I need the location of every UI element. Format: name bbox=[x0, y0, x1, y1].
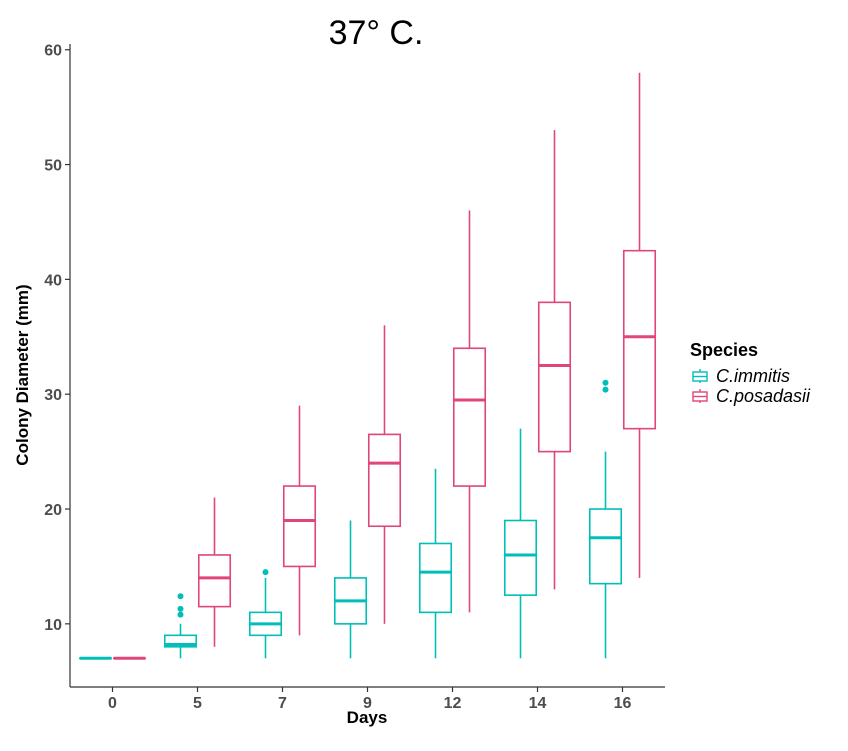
box-iqr bbox=[197, 554, 232, 608]
box-iqr bbox=[367, 433, 402, 528]
axes bbox=[69, 44, 665, 688]
chart-title: 37° C. bbox=[329, 14, 424, 52]
box-cposadasii-day-5 bbox=[197, 497, 232, 647]
legend-item: C.posadasii bbox=[692, 386, 811, 406]
box-cposadasii-day-12 bbox=[452, 210, 487, 613]
y-tick-label: 50 bbox=[44, 158, 62, 175]
y-tick-label: 10 bbox=[44, 617, 62, 634]
x-tick-label: 7 bbox=[278, 695, 287, 712]
y-axis-title: Colony Diameter (mm) bbox=[13, 284, 32, 465]
box-iqr bbox=[622, 249, 657, 430]
legend-title: Species bbox=[690, 340, 758, 360]
x-tick-label: 5 bbox=[193, 695, 202, 712]
x-tick-label: 14 bbox=[529, 695, 547, 712]
outlier-point bbox=[602, 386, 609, 393]
outlier-point bbox=[602, 379, 609, 386]
box-cimmitis-day-7 bbox=[248, 569, 283, 659]
box-cimmitis-day-16 bbox=[588, 379, 623, 659]
y-tick-label: 30 bbox=[44, 387, 62, 404]
box-iqr bbox=[452, 347, 487, 487]
x-tick-label: 12 bbox=[444, 695, 462, 712]
legend-label: C.immitis bbox=[716, 366, 790, 386]
x-axis-title: Days bbox=[347, 708, 388, 727]
box-iqr bbox=[537, 301, 572, 453]
box-cimmitis-day-9 bbox=[333, 520, 368, 659]
y-tick-label: 40 bbox=[44, 272, 62, 289]
x-ticks: 0 5 7 9 12 14 16 bbox=[108, 687, 632, 712]
box-cposadasii-day-14 bbox=[537, 130, 572, 590]
box-iqr bbox=[282, 485, 317, 568]
outlier-point bbox=[177, 605, 184, 612]
outlier-point bbox=[262, 569, 269, 576]
box-cposadasii-day-7 bbox=[282, 405, 317, 636]
box-cposadasii-day-16 bbox=[622, 72, 657, 578]
boxes bbox=[78, 72, 657, 660]
y-ticks: 10 20 30 40 50 60 bbox=[44, 43, 70, 634]
outlier-point bbox=[177, 611, 184, 618]
box-cimmitis-day-5 bbox=[163, 593, 198, 659]
x-tick-label: 16 bbox=[614, 695, 632, 712]
legend-label: C.posadasii bbox=[716, 386, 811, 406]
box-iqr bbox=[588, 508, 623, 585]
y-tick-label: 20 bbox=[44, 502, 62, 519]
box-iqr bbox=[163, 634, 198, 648]
legend-item: C.immitis bbox=[692, 366, 790, 386]
y-tick-label: 60 bbox=[44, 43, 62, 60]
box-cimmitis-day-12 bbox=[418, 468, 453, 659]
box-iqr bbox=[418, 542, 453, 614]
x-tick-label: 0 bbox=[108, 695, 117, 712]
box-cimmitis-day-14 bbox=[503, 428, 538, 659]
box-cposadasii-day-9 bbox=[367, 325, 402, 624]
x-tick-label: 9 bbox=[363, 695, 372, 712]
outlier-point bbox=[177, 593, 184, 600]
box-iqr bbox=[503, 519, 538, 596]
